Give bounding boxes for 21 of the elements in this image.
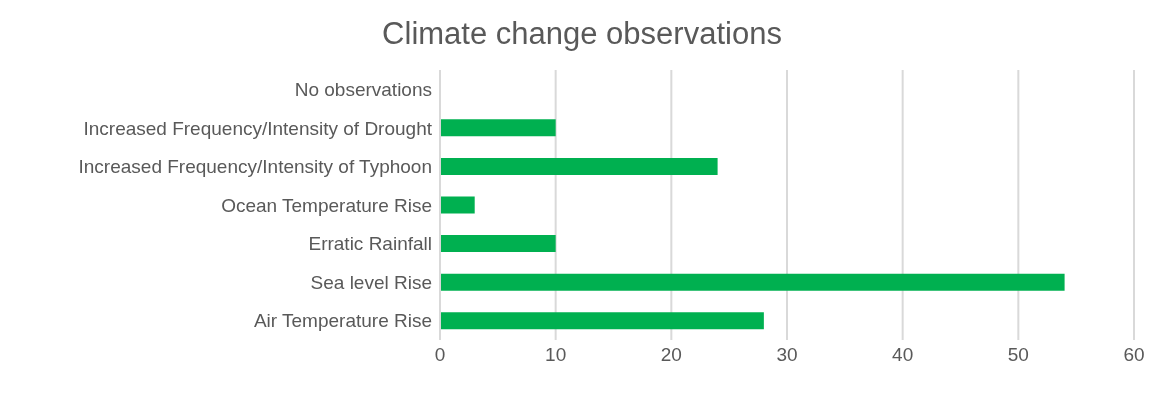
x-tick-label: 30 (776, 344, 798, 366)
bar (440, 157, 718, 175)
chart-title: Climate change observations (381, 15, 783, 53)
bar (440, 196, 475, 214)
bar (440, 235, 556, 253)
bar (440, 312, 764, 330)
y-tick-label: Sea level Rise (310, 271, 432, 293)
x-tick-label: 60 (1123, 344, 1145, 366)
x-tick-label: 20 (660, 344, 682, 366)
x-tick-label: 40 (892, 344, 914, 366)
bar (440, 119, 556, 137)
y-tick-label: No observations (294, 79, 432, 101)
bar (440, 273, 1065, 291)
x-tick-label: 10 (545, 344, 567, 366)
y-tick-label: Erratic Rainfall (308, 233, 432, 255)
x-tick-label: 0 (434, 344, 446, 366)
x-tick-label: 50 (1007, 344, 1029, 366)
y-tick-label: Increased Frequency/Intensity of Typhoon (78, 156, 432, 178)
y-tick-label: Ocean Temperature Rise (221, 194, 432, 216)
y-tick-label: Increased Frequency/Intensity of Drought (83, 117, 433, 139)
y-tick-label: Air Temperature Rise (253, 310, 432, 332)
